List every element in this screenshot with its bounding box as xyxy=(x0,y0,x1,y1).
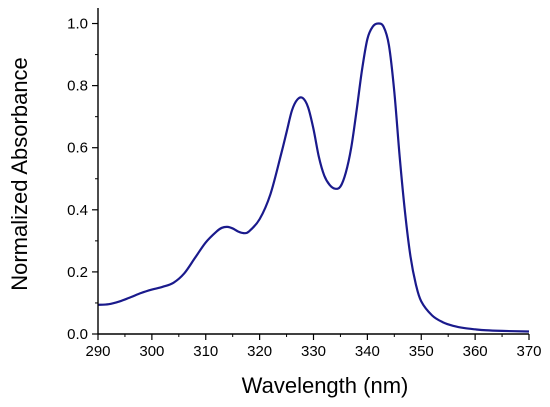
y-tick-label: 0.0 xyxy=(67,326,88,343)
plot-area xyxy=(97,22,530,333)
absorbance-series-line xyxy=(97,22,530,333)
y-tick-label: 1.0 xyxy=(67,16,88,33)
y-tick-label: 0.8 xyxy=(67,78,88,95)
x-tick-label: 310 xyxy=(193,343,218,360)
x-tick-label: 350 xyxy=(409,343,434,360)
y-axis-title: Normalized Absorbance xyxy=(7,57,32,291)
tick-labels: 290 300 310 320 330 340 350 360 370 0.0 0.2 0.4 0.6 0… xyxy=(67,16,541,360)
x-tick-label: 300 xyxy=(139,343,164,360)
x-tick-label: 340 xyxy=(355,343,380,360)
x-tick-label: 360 xyxy=(463,343,488,360)
x-tick-label: 320 xyxy=(247,343,272,360)
x-tick-label: 290 xyxy=(85,343,110,360)
y-tick-label: 0.4 xyxy=(67,202,88,219)
y-tick-label: 0.6 xyxy=(67,140,88,157)
x-tick-label: 370 xyxy=(516,343,541,360)
y-tick-label: 0.2 xyxy=(67,264,88,281)
x-axis-title: Wavelength (nm) xyxy=(242,373,409,398)
x-tick-label: 330 xyxy=(301,343,326,360)
tick-marks xyxy=(92,22,530,340)
axes xyxy=(97,8,529,335)
